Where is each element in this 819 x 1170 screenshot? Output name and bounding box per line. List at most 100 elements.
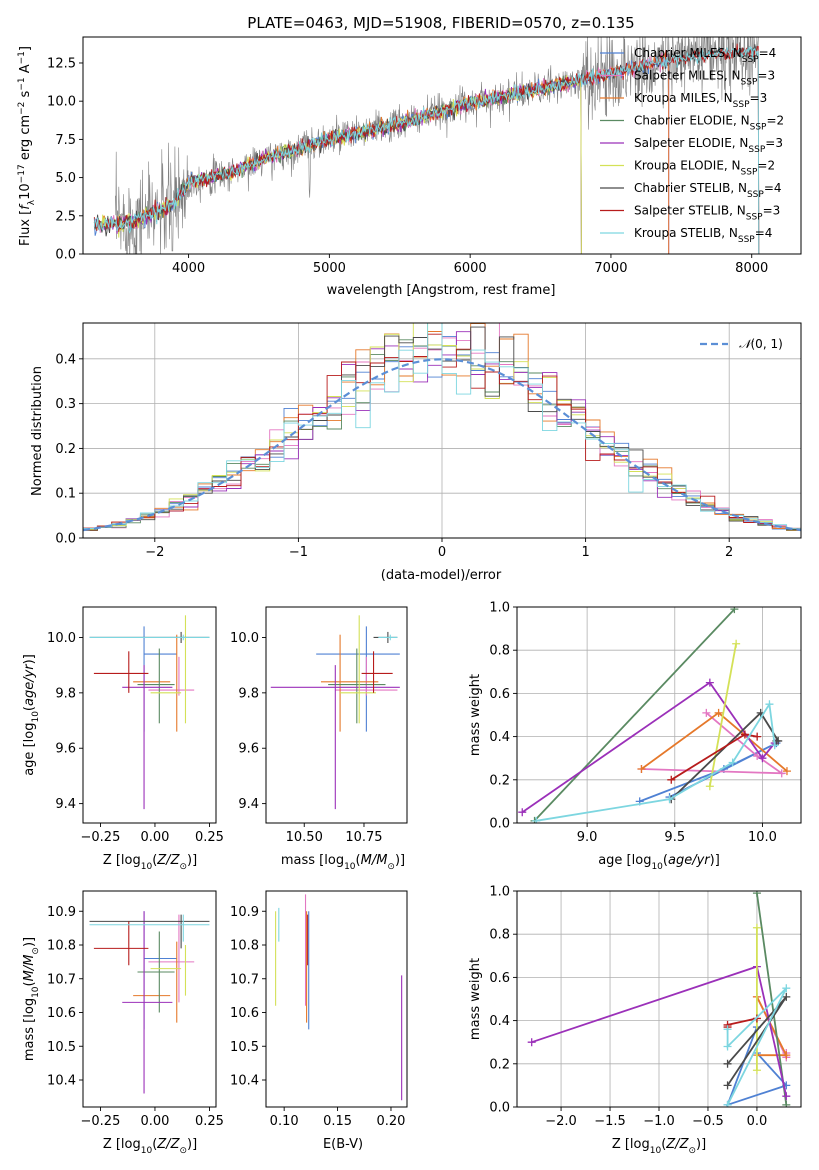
y-tick-label: 10.9 bbox=[230, 905, 259, 920]
legend: Chabrier MILES, NSSP=4 Salpeter MILES, NS… bbox=[600, 46, 784, 245]
y-tick-label: 0.2 bbox=[489, 1057, 510, 1072]
axes-residuals: −2 −1 0 1 2 0.0 0.1 0.2 0.3 0.4 𝒩(0, 1) bbox=[55, 322, 802, 560]
y-tick-label: 10.6 bbox=[47, 1006, 76, 1021]
x-tick-label: −2.0 bbox=[545, 1114, 577, 1129]
x-tick-label: 8000 bbox=[735, 261, 768, 276]
weight-marker bbox=[532, 816, 541, 823]
x-tick-label: 5000 bbox=[313, 261, 346, 276]
weight-marker bbox=[518, 808, 527, 817]
y-axis-label: mass weight bbox=[468, 958, 483, 1040]
weight-marker bbox=[730, 607, 739, 614]
y-tick-label: 0.4 bbox=[489, 1014, 510, 1029]
weight-marker bbox=[723, 1081, 732, 1090]
y-tick-label: 0.0 bbox=[55, 248, 76, 263]
weight-marker bbox=[732, 639, 741, 648]
legend-entry: Kroupa STELIB, NSSP=4 bbox=[634, 226, 772, 245]
legend-entry: Salpeter MILES, NSSP=3 bbox=[634, 69, 775, 88]
legend-entry: Salpeter ELODIE, NSSP=3 bbox=[634, 136, 783, 155]
weight-marker bbox=[782, 1100, 791, 1107]
y-tick-label: 0.0 bbox=[55, 532, 76, 547]
weight-marker bbox=[753, 732, 762, 741]
ticks-weight_vs_age: 9.0 9.5 10.0 0.0 0.2 0.4 0.6 0.8 1.0 bbox=[489, 601, 777, 846]
x-tick-label: 10.0 bbox=[748, 830, 777, 845]
y-tick-label: 1.0 bbox=[489, 885, 510, 900]
ticks-weight_vs_Z: −2.0 −1.5 −1.0 −0.5 0.0 0.0 0.2 0.4 0.6 0.8 1.0 bbox=[489, 885, 767, 1130]
x-axis-label: Z [log10(Z/Z⊙)] bbox=[103, 853, 197, 872]
y-tick-label: 10.5 bbox=[230, 1040, 259, 1055]
weight-marker bbox=[723, 1059, 732, 1068]
ticks-mass_vs_ebv: 0.10 0.15 0.20 10.4 10.5 10.6 10.7 10.8 10.9 bbox=[230, 905, 405, 1129]
axes-mass_vs_ebv: 0.10 0.15 0.20 10.4 10.5 10.6 10.7 10.8 10.9 bbox=[230, 890, 408, 1129]
x-tick-label: 0.00 bbox=[140, 1114, 169, 1129]
x-axis-label: Z [log10(Z/Z⊙)] bbox=[612, 1137, 706, 1156]
y-tick-label: 10.7 bbox=[230, 972, 259, 987]
y-tick-label: 0.6 bbox=[489, 971, 510, 986]
y-tick-label: 2.5 bbox=[55, 209, 76, 224]
y-tick-label: 0.1 bbox=[55, 487, 76, 502]
y-axis-label: mass weight bbox=[468, 674, 483, 756]
ticks-age_vs_mass: 10.50 10.75 9.4 9.6 9.8 10.0 bbox=[230, 631, 383, 845]
x-axis-label: Z [log10(Z/Z⊙)] bbox=[103, 1137, 197, 1156]
weight-marker bbox=[667, 775, 676, 784]
y-tick-label: 10.0 bbox=[47, 95, 76, 110]
plot-area-residuals bbox=[83, 323, 801, 538]
y-tick-label: 9.8 bbox=[55, 686, 76, 701]
x-tick-label: 7000 bbox=[594, 261, 627, 276]
plot-area-spectrum bbox=[93, 37, 760, 254]
x-tick-label: 6000 bbox=[454, 261, 487, 276]
axes-age_vs_mass: 10.50 10.75 9.4 9.6 9.8 10.0 bbox=[230, 606, 408, 845]
weight-line-5 bbox=[708, 643, 737, 787]
legend-entry: Chabrier STELIB, NSSP=4 bbox=[634, 181, 782, 200]
x-tick-label: 1 bbox=[581, 545, 589, 560]
model-spectrum-1 bbox=[94, 51, 670, 254]
y-axis-label: mass [log10(M/M⊙)] bbox=[22, 937, 41, 1061]
y-tick-label: 0.4 bbox=[55, 352, 76, 367]
axes-frame bbox=[82, 606, 217, 824]
y-tick-label: 9.4 bbox=[55, 797, 76, 812]
weight-line-3 bbox=[756, 893, 788, 1105]
axes-frame bbox=[82, 322, 802, 539]
y-tick-label: 10.9 bbox=[47, 905, 76, 920]
legend: 𝒩(0, 1) bbox=[700, 337, 783, 351]
weight-marker bbox=[714, 708, 723, 717]
y-tick-label: 9.8 bbox=[238, 686, 259, 701]
y-tick-label: 9.4 bbox=[238, 797, 259, 812]
legend-entry: Kroupa ELODIE, NSSP=2 bbox=[634, 159, 775, 178]
legend-entry: 𝒩(0, 1) bbox=[739, 337, 783, 351]
x-axis-label: (data-model)/error bbox=[381, 568, 502, 583]
x-tick-label: 0.25 bbox=[195, 830, 224, 845]
y-tick-label: 5.0 bbox=[55, 171, 76, 186]
y-tick-label: 0.0 bbox=[489, 1101, 510, 1116]
weight-marker bbox=[782, 992, 791, 1001]
y-tick-label: 10.4 bbox=[47, 1074, 76, 1089]
plot-area-age_vs_Z bbox=[89, 615, 210, 810]
plot-area-age_vs_mass bbox=[270, 615, 400, 810]
model-spectrum-8 bbox=[93, 45, 760, 254]
weight-marker bbox=[637, 765, 646, 773]
axes-frame bbox=[265, 890, 408, 1108]
weight-marker bbox=[782, 1092, 791, 1101]
weight-marker bbox=[728, 758, 737, 767]
plot-area-mass_vs_Z bbox=[89, 911, 210, 1094]
weight-marker bbox=[723, 1100, 732, 1107]
weight-marker bbox=[777, 769, 786, 778]
weight-line-0 bbox=[726, 1026, 788, 1107]
y-tick-label: 10.0 bbox=[47, 631, 76, 646]
x-tick-label: 0.00 bbox=[140, 830, 169, 845]
y-tick-label: 1.0 bbox=[489, 601, 510, 616]
y-axis-label: Flux [fλ10−17 erg cm−2 s−1 A−1] bbox=[17, 46, 37, 246]
axes-spectrum: 4000 5000 6000 7000 8000 0.0 2.5 5.0 7.5 10.0 12.5… bbox=[47, 36, 802, 276]
x-tick-label: 0.25 bbox=[195, 1114, 224, 1129]
x-axis-label: wavelength [Angstrom, rest frame] bbox=[327, 283, 556, 298]
x-tick-label: 0.10 bbox=[270, 1114, 299, 1129]
y-tick-label: 10.0 bbox=[230, 631, 259, 646]
y-tick-label: 10.6 bbox=[230, 1006, 259, 1021]
legend-entry: Kroupa MILES, NSSP=3 bbox=[634, 91, 767, 110]
x-tick-label: 10.50 bbox=[286, 830, 323, 845]
weight-marker bbox=[758, 754, 767, 763]
y-tick-label: 10.7 bbox=[47, 972, 76, 987]
legend-entry: Chabrier MILES, NSSP=4 bbox=[634, 46, 776, 65]
weight-marker bbox=[740, 730, 749, 739]
x-tick-label: −0.25 bbox=[81, 1114, 121, 1129]
y-tick-label: 0.6 bbox=[489, 687, 510, 702]
